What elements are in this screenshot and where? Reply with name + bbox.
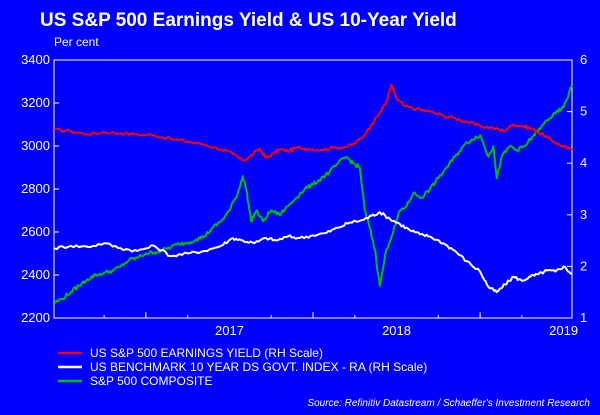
legend: US S&P 500 EARNINGS YIELD (RH Scale)US B… <box>58 346 427 388</box>
x-tick-label: 2019 <box>549 323 578 338</box>
left-tick-label: 2600 <box>21 224 50 239</box>
right-tick-label: 3 <box>580 207 587 222</box>
left-tick-label: 2200 <box>21 310 50 325</box>
x-tick-label: 2018 <box>382 323 411 338</box>
legend-entry: S&P 500 COMPOSITE <box>90 374 213 388</box>
series-line-sp500 <box>53 85 573 304</box>
left-tick-label: 3400 <box>21 52 50 67</box>
left-tick-label: 2400 <box>21 267 50 282</box>
source-note: Source: Refinitiv Datastream / Schaeffer… <box>307 398 590 409</box>
x-axis: 2017 2018 2019 <box>103 312 578 338</box>
right-tick-label: 5 <box>580 104 587 119</box>
unit-label: Per cent <box>54 35 99 49</box>
series-line-earnings-yield <box>53 83 573 162</box>
right-axis: 1 2 3 4 5 6 <box>567 52 587 325</box>
left-axis: 2200 2400 2600 2800 3000 3200 3400 <box>21 52 59 325</box>
left-tick-label: 3000 <box>21 138 50 153</box>
series-layer <box>53 83 573 304</box>
right-tick-label: 6 <box>580 52 587 67</box>
left-tick-label: 2800 <box>21 181 50 196</box>
left-tick-label: 3200 <box>21 95 50 110</box>
right-tick-label: 1 <box>580 310 587 325</box>
legend-entry: US S&P 500 EARNINGS YIELD (RH Scale) <box>90 346 323 360</box>
right-tick-label: 4 <box>580 155 587 170</box>
chart-title: US S&P 500 Earnings Yield & US 10-Year Y… <box>40 10 457 31</box>
right-tick-label: 2 <box>580 258 587 273</box>
legend-entry: US BENCHMARK 10 YEAR DS GOVT. INDEX - RA… <box>90 360 427 374</box>
x-tick-label: 2017 <box>215 323 244 338</box>
series-line-ten-year <box>53 211 573 294</box>
